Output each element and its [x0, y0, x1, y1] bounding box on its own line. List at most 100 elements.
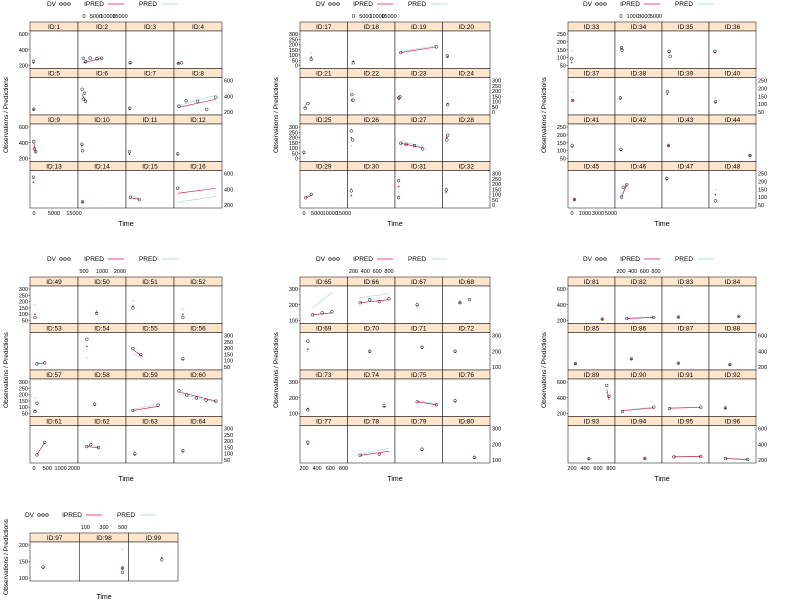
pred-line — [312, 292, 333, 309]
y-tick-left-label: 200 — [557, 319, 566, 325]
panel-strip-label: ID:20 — [458, 24, 474, 31]
dv-point — [643, 456, 647, 460]
pred-point — [310, 51, 312, 54]
panel-id-95: ID:95 — [661, 416, 710, 464]
legend-ipred-label: IPRED — [62, 512, 82, 519]
ipred-line — [132, 349, 143, 357]
dv-point — [746, 457, 750, 462]
dv-point — [358, 301, 362, 305]
panel-plot-area — [79, 541, 129, 582]
panel-plot-area — [77, 425, 127, 464]
ipred-point — [737, 315, 740, 318]
panel-plot-area — [77, 77, 127, 116]
panel-id-37: ID:37 — [567, 68, 616, 116]
lattice-figure-4: ID:49 ID:50 ID:51 ID:52 ID:53 ID:54 ID:55 ID:56… — [29, 276, 223, 464]
panel-id-91: ID:91 — [661, 369, 710, 417]
dv-point — [131, 306, 135, 310]
dv-point — [699, 454, 703, 459]
dv-point — [351, 138, 355, 142]
x-tick-top-label: 5000 — [359, 14, 371, 20]
panel-strip-label: ID:47 — [678, 164, 694, 171]
panel-id-22: ID:22 — [347, 68, 396, 116]
panel-id-15: ID:15 — [125, 161, 175, 209]
dv-point — [382, 404, 386, 408]
panel-strip-label: ID:15 — [142, 164, 158, 171]
dv-point — [309, 192, 313, 196]
y-axis-label: Observations / Predictions — [541, 76, 548, 153]
y-tick-left-label: 200 — [289, 303, 298, 309]
panel-strip-label: ID:30 — [363, 164, 379, 171]
lattice-figure-7: ID:97 ID:98 ID:99 — [29, 532, 179, 582]
dv-point — [571, 98, 575, 103]
panel-strip-label: ID:38 — [631, 71, 647, 78]
panel-plot-area — [29, 77, 79, 116]
y-tick-right-label: 100 — [492, 193, 501, 199]
panel-id-29: ID:29 — [299, 161, 348, 209]
dv-point — [330, 310, 334, 314]
dv-point — [445, 54, 450, 58]
panel-plot-area — [442, 378, 491, 417]
ipred-point — [666, 93, 669, 96]
panel-strip-label: ID:98 — [96, 535, 112, 542]
legend-dv-marker — [603, 257, 607, 261]
legend-dv-marker — [63, 257, 67, 261]
dv-point — [195, 99, 200, 103]
panel-plot-area — [394, 77, 443, 116]
ipred-line — [621, 184, 628, 198]
panel-id-75: ID:75 — [394, 369, 443, 417]
panel-id-76: ID:76 — [442, 369, 491, 417]
panel-plot-area — [173, 425, 223, 464]
dv-point — [83, 60, 88, 64]
x-tick-top-label: 3000 — [638, 14, 650, 20]
ipred-point — [570, 61, 573, 64]
y-tick-right-label: 200 — [758, 179, 767, 185]
dv-point — [43, 361, 47, 365]
ipred-line — [400, 46, 437, 53]
legend-dv-marker — [45, 513, 49, 517]
dv-point — [95, 57, 99, 61]
dv-point — [723, 457, 728, 461]
dv-point — [446, 103, 450, 107]
y-tick-right-label: 100 — [224, 452, 233, 458]
panel-id-82: ID:82 — [614, 276, 663, 324]
panel-plot-area — [173, 30, 223, 69]
panel-strip-label: ID:93 — [584, 419, 600, 426]
dv-point — [176, 61, 181, 65]
x-tick-top-label: 200 — [616, 269, 625, 275]
panel-id-93: ID:93 — [567, 416, 616, 464]
ipred-point — [446, 136, 448, 139]
panel-id-33: ID:33 — [567, 21, 616, 69]
legend-pred-label: PRED — [117, 512, 135, 519]
ipred-point — [571, 99, 574, 102]
dv-point — [652, 315, 656, 320]
y-tick-right-label: 50 — [492, 198, 498, 204]
panel-strip-label: ID:64 — [190, 419, 206, 426]
panel-id-79: ID:79 — [394, 416, 443, 464]
panel-id-3: ID:3 — [125, 21, 175, 69]
dv-point — [351, 61, 355, 65]
dv-point — [629, 357, 634, 361]
x-tick-bottom-label: 5000 — [48, 211, 60, 217]
y-axis-label: Observations / Predictions — [3, 518, 10, 595]
ipred-point — [643, 457, 646, 460]
y-tick-left-label: 600 — [557, 287, 566, 293]
panel-id-27: ID:27 — [394, 114, 443, 162]
dv-point — [600, 317, 604, 321]
panel-id-35: ID:35 — [661, 21, 710, 69]
y-tick-left-label: 50 — [560, 157, 566, 163]
ipred-point — [729, 364, 731, 366]
panel-id-56: ID:56 — [173, 323, 223, 371]
pred-line — [81, 94, 86, 100]
x-axis-label: Time — [96, 594, 111, 601]
panel-strip-label: ID:71 — [411, 326, 427, 333]
y-tick-right-label: 150 — [492, 187, 501, 193]
panel-strip-label: ID:81 — [584, 279, 600, 286]
panel-plot-area — [661, 378, 710, 417]
x-axis-label: Time — [118, 221, 133, 228]
dv-point — [587, 457, 591, 461]
x-tick-top-label: 400 — [628, 269, 637, 275]
dv-point — [131, 408, 135, 413]
panel-strip-label: ID:23 — [411, 71, 427, 78]
dv-point — [472, 455, 476, 460]
panel-id-90: ID:90 — [614, 369, 663, 417]
